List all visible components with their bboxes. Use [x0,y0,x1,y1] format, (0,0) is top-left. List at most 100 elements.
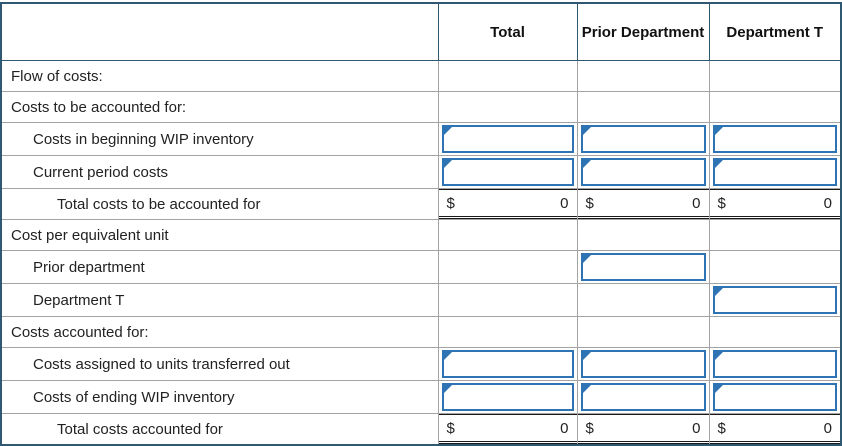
table-row: Prior department [0,250,842,284]
input-cell-ending-wip-total[interactable] [441,383,574,411]
empty-cell [576,91,710,123]
table-row: Flow of costs: [0,60,842,92]
input-cell-beginning-wip-total[interactable] [441,125,574,153]
row-label-transferred-out: Costs assigned to units transferred out [0,347,439,381]
total-to-account-total-cell: $ 0 [437,188,578,220]
empty-cell [708,250,842,284]
beginning-wip-dept-t-input[interactable] [714,127,835,151]
table-row: Total costs accounted for $ 0 $ 0 $ [0,413,842,446]
cell-transferred-out-dept-t [708,347,842,381]
currency-symbol: $ [717,419,726,437]
input-cell-current-costs-prior[interactable] [580,158,706,186]
table-row: Costs of ending WIP inventory [0,380,842,414]
beginning-wip-total-input[interactable] [443,127,572,151]
table-row: Cost per equivalent unit [0,219,842,251]
current-costs-prior-input[interactable] [582,160,704,184]
input-cell-cost-per-eu-dept-t[interactable] [712,286,837,314]
transferred-out-dept-t-input[interactable] [714,352,835,376]
row-label-flow-of-costs: Flow of costs: [0,60,439,92]
empty-cell [708,316,842,348]
table-row: Total costs to be accounted for $ 0 $ 0 [0,188,842,220]
cell-ending-wip-dept-t [708,380,842,414]
total-accounted-prior-cell: $ 0 [576,413,710,446]
cell-beginning-wip-prior [576,122,710,156]
empty-cell [708,60,842,92]
cell-transferred-out-prior [576,347,710,381]
empty-cell [576,60,710,92]
cell-transferred-out-total [437,347,578,381]
currency-symbol: $ [585,419,594,437]
input-cell-beginning-wip-prior[interactable] [580,125,706,153]
transferred-out-prior-input[interactable] [582,352,704,376]
currency-symbol: $ [446,194,455,212]
input-cell-beginning-wip-dept-t[interactable] [712,125,837,153]
cell-ending-wip-total [437,380,578,414]
empty-cell [437,60,578,92]
table-row: Costs assigned to units transferred out [0,347,842,381]
input-cell-transferred-out-total[interactable] [441,350,574,378]
cell-current-costs-dept-t [708,155,842,189]
input-cell-current-costs-dept-t[interactable] [712,158,837,186]
ending-wip-prior-input[interactable] [582,385,704,409]
empty-cell [576,219,710,251]
cell-beginning-wip-dept-t [708,122,842,156]
table-row: Current period costs [0,155,842,189]
empty-cell [437,219,578,251]
row-label-total-costs-to-account: Total costs to be accounted for [0,188,439,220]
current-costs-dept-t-input[interactable] [714,160,835,184]
ending-wip-dept-t-input[interactable] [714,385,835,409]
cell-ending-wip-prior [576,380,710,414]
input-cell-transferred-out-prior[interactable] [580,350,706,378]
empty-cell [437,283,578,317]
total-to-account-prior-cell: $ 0 [576,188,710,220]
header-row: Total Prior Department Department T [0,2,842,61]
empty-cell [708,219,842,251]
empty-cell [437,91,578,123]
column-header-total: Total [437,2,578,61]
row-label-cost-per-equivalent-unit: Cost per equivalent unit [0,219,439,251]
amount-value: 0 [692,194,701,212]
currency-symbol: $ [717,194,726,212]
amount-value: 0 [560,419,569,437]
total-accounted-total-cell: $ 0 [437,413,578,446]
row-label-total-costs-accounted: Total costs accounted for [0,413,439,446]
total-accounted-dept-t-cell: $ 0 [708,413,842,446]
empty-cell [708,91,842,123]
cost-per-eu-prior-input[interactable] [582,255,704,279]
amount-value: 0 [823,419,832,437]
input-cell-current-costs-total[interactable] [441,158,574,186]
table-row: Department T [0,283,842,317]
table-row: Costs to be accounted for: [0,91,842,123]
amount-value: 0 [692,419,701,437]
cell-current-costs-prior [576,155,710,189]
empty-cell [576,316,710,348]
input-cell-transferred-out-dept-t[interactable] [712,350,837,378]
input-cell-ending-wip-prior[interactable] [580,383,706,411]
row-label-department-t: Department T [0,283,439,317]
table-row: Costs in beginning WIP inventory [0,122,842,156]
input-cell-cost-per-eu-prior[interactable] [580,253,706,281]
row-label-prior-department: Prior department [0,250,439,284]
column-header-prior-department: Prior Department [576,2,710,61]
transferred-out-total-input[interactable] [443,352,572,376]
row-label-current-period-costs: Current period costs [0,155,439,189]
table-row: Costs accounted for: [0,316,842,348]
ending-wip-total-input[interactable] [443,385,572,409]
currency-symbol: $ [585,194,594,212]
row-label-ending-wip: Costs of ending WIP inventory [0,380,439,414]
corner-cell [0,2,439,61]
row-label-costs-to-be-accounted-for: Costs to be accounted for: [0,91,439,123]
input-cell-ending-wip-dept-t[interactable] [712,383,837,411]
current-costs-total-input[interactable] [443,160,572,184]
row-label-costs-accounted-for: Costs accounted for: [0,316,439,348]
empty-cell [576,283,710,317]
row-label-beginning-wip: Costs in beginning WIP inventory [0,122,439,156]
amount-value: 0 [560,194,569,212]
empty-cell [437,250,578,284]
column-header-department-t: Department T [708,2,842,61]
beginning-wip-prior-input[interactable] [582,127,704,151]
total-to-account-dept-t-cell: $ 0 [708,188,842,220]
cost-per-eu-dept-t-input[interactable] [714,288,835,312]
